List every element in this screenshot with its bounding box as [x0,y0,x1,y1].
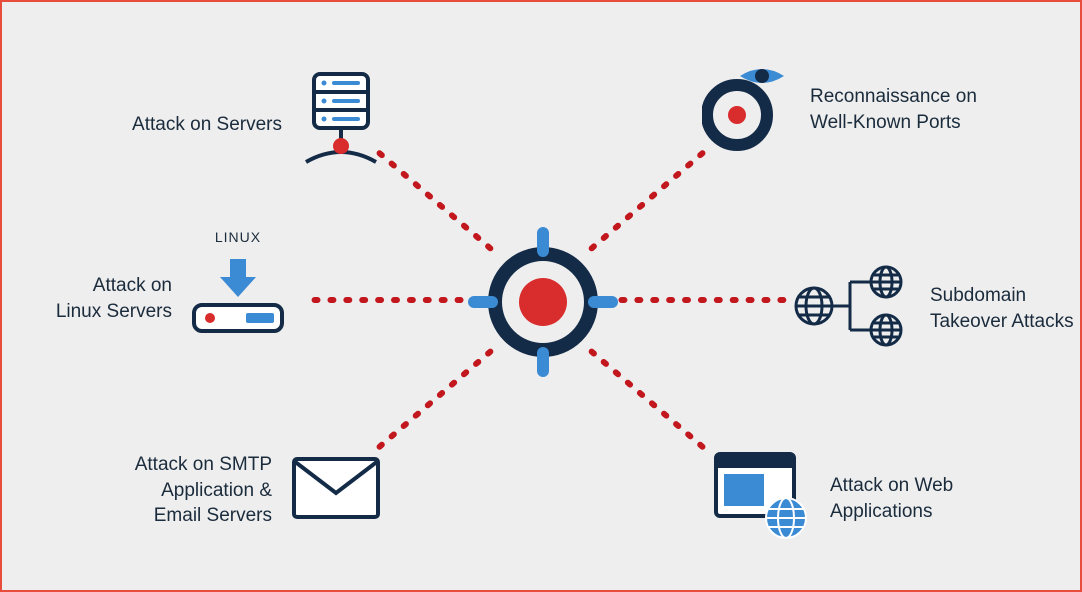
label-recon-ports: Reconnaissance on Well-Known Ports [810,84,977,135]
node-subdomain-takeover: Subdomain Takeover Attacks [792,264,1074,353]
subdomain-globes-icon [792,264,912,353]
node-attack-servers: Attack on Servers [82,72,382,177]
label-smtp-email: Attack on SMTP Application & Email Serve… [82,452,272,529]
web-window-icon [712,450,812,547]
eye-target-icon [702,62,792,157]
label-web-apps: Attack on Web Applications [830,473,953,524]
linux-download-icon: LINUX [190,257,286,340]
node-smtp-email: Attack on SMTP Application & Email Serve… [82,452,382,529]
diagram-canvas: Attack on Servers [2,2,1080,590]
label-linux-servers: Attack on Linux Servers [42,273,172,324]
label-attack-servers: Attack on Servers [82,112,282,138]
node-recon-ports: Reconnaissance on Well-Known Ports [702,62,977,157]
node-web-apps: Attack on Web Applications [712,450,953,547]
node-linux-servers: Attack on Linux Servers LINUX [42,257,286,340]
center-target-icon [468,227,618,377]
linux-badge: LINUX [190,229,286,245]
envelope-icon [290,455,382,526]
label-subdomain-takeover: Subdomain Takeover Attacks [930,283,1074,334]
server-icon [300,72,382,177]
